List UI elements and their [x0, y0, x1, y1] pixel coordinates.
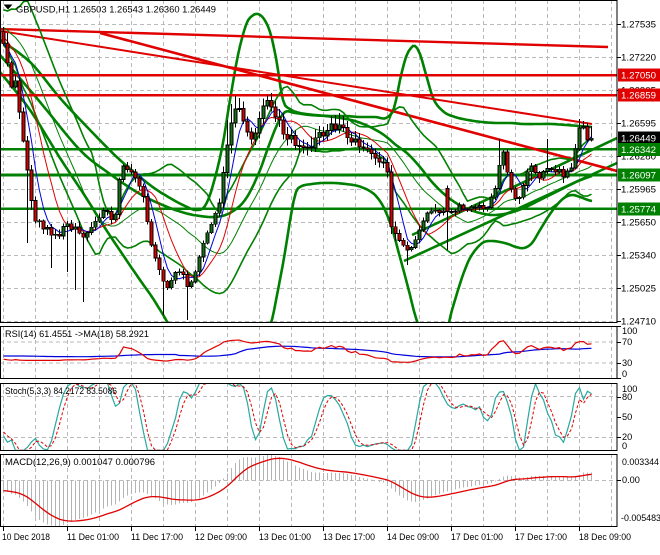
svg-text:13 Dec 01:00: 13 Dec 01:00 [259, 532, 311, 542]
svg-text:1.26595: 1.26595 [621, 119, 656, 129]
svg-text:1.27220: 1.27220 [621, 53, 656, 63]
svg-text:0.00: 0.00 [622, 475, 640, 485]
svg-text:50: 50 [622, 412, 632, 422]
svg-text:100: 100 [622, 384, 637, 394]
svg-text:0.003344: 0.003344 [622, 457, 659, 467]
svg-text:30: 30 [622, 358, 632, 368]
svg-text:1.25340: 1.25340 [621, 251, 656, 261]
svg-text:80: 80 [622, 392, 632, 402]
svg-text:1.26449: 1.26449 [621, 134, 656, 144]
svg-text:20: 20 [622, 432, 632, 442]
svg-text:100: 100 [622, 326, 637, 336]
svg-text:0: 0 [622, 369, 627, 379]
svg-text:GBPUSD,H1 1.26503 1.26543 1.2: GBPUSD,H1 1.26503 1.26543 1.26360 1.2644… [16, 5, 216, 16]
svg-text:MACD(12,26,9) 0.001047 0.00079: MACD(12,26,9) 0.001047 0.000796 [5, 457, 155, 467]
svg-text:18 Dec 09:00: 18 Dec 09:00 [579, 532, 631, 542]
svg-text:10 Dec 2018: 10 Dec 2018 [2, 532, 50, 542]
svg-text:1.25774: 1.25774 [621, 204, 656, 214]
svg-text:1.24710: 1.24710 [621, 317, 656, 327]
svg-text:1.27535: 1.27535 [621, 20, 656, 30]
svg-text:Stoch(5,3,3) 84.2172 83.5086: Stoch(5,3,3) 84.2172 83.5086 [5, 386, 117, 396]
svg-text:12 Dec 09:00: 12 Dec 09:00 [195, 532, 247, 542]
svg-text:11 Dec 17:00: 11 Dec 17:00 [131, 532, 183, 542]
svg-text:70: 70 [622, 337, 632, 347]
svg-text:1.25650: 1.25650 [621, 218, 656, 228]
svg-text:-0.005483: -0.005483 [621, 513, 660, 523]
svg-text:1.27050: 1.27050 [621, 71, 656, 81]
svg-text:1.25965: 1.25965 [621, 185, 656, 195]
svg-text:1.25025: 1.25025 [621, 284, 656, 294]
svg-text:1.26097: 1.26097 [621, 171, 656, 181]
svg-text:13 Dec 17:00: 13 Dec 17:00 [323, 532, 375, 542]
svg-text:17 Dec 01:00: 17 Dec 01:00 [451, 532, 503, 542]
svg-text:RSI(14) 61.4551 ->MA(18) 58.2: RSI(14) 61.4551 ->MA(18) 58.2921 [5, 329, 149, 339]
svg-text:0: 0 [622, 441, 627, 451]
svg-text:17 Dec 17:00: 17 Dec 17:00 [515, 532, 567, 542]
svg-text:14 Dec 09:00: 14 Dec 09:00 [387, 532, 439, 542]
svg-text:1.26342: 1.26342 [621, 145, 656, 155]
svg-text:1.26859: 1.26859 [621, 91, 656, 101]
svg-text:1.26280: 1.26280 [621, 152, 656, 162]
svg-text:11 Dec 01:00: 11 Dec 01:00 [67, 532, 119, 542]
